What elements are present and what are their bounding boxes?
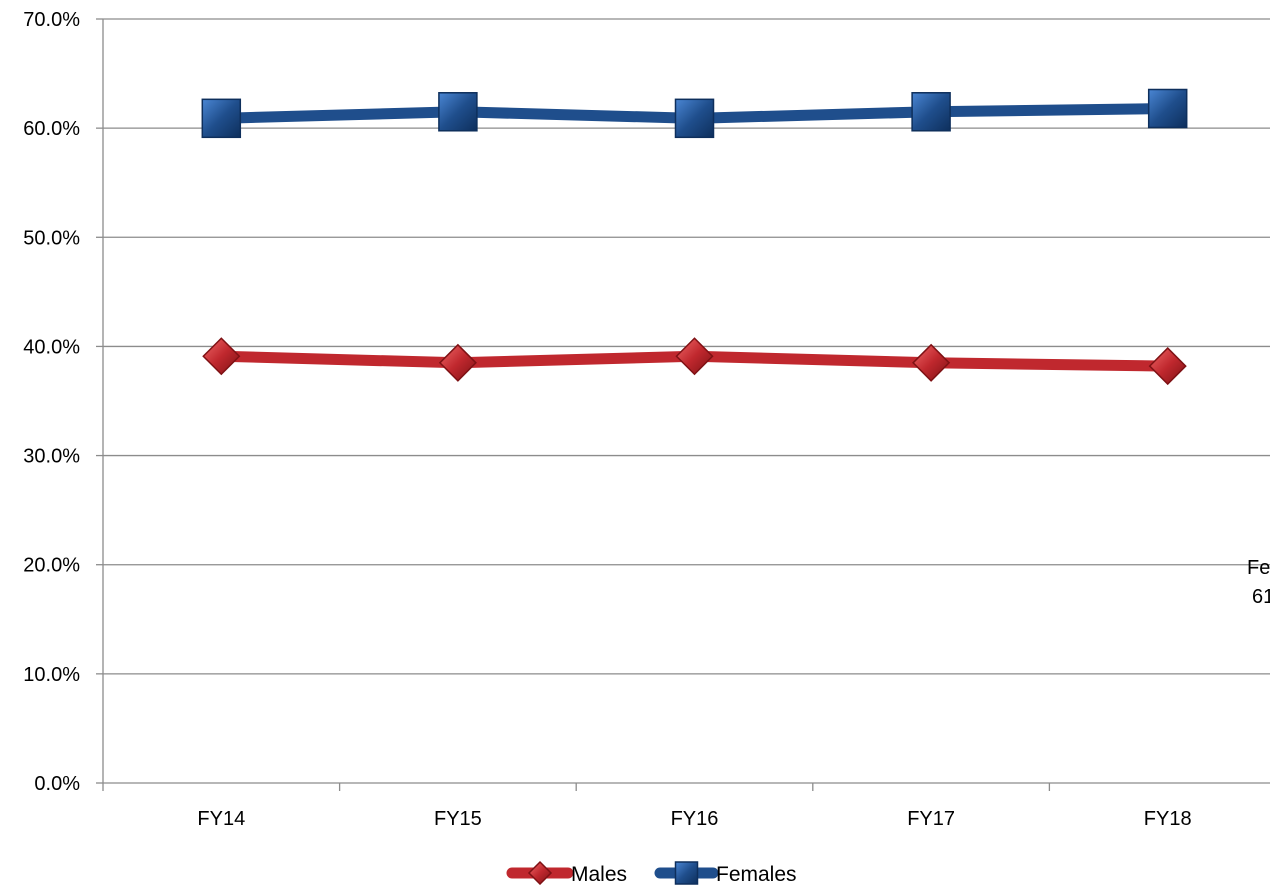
data-point-square [674, 861, 699, 885]
data-label-annotation: Fe 61 [1247, 557, 1270, 608]
y-axis-tick-labels: 0.0% 10.0% 20.0% 30.0% 40.0% 50.0% 60.0% 70.0% [23, 9, 80, 795]
y-tick-label: 70.0% [23, 9, 80, 31]
data-point-diamond [675, 337, 714, 376]
y-tick-label: 10.0% [23, 664, 80, 686]
x-tick-label: FY14 [197, 808, 245, 830]
legend-label: Males [571, 863, 627, 885]
y-tick-label: 30.0% [23, 446, 80, 468]
data-point-square [438, 92, 478, 132]
annotation-line-2: 61 [1252, 586, 1270, 608]
legend-label: Females [716, 863, 797, 885]
x-tick-label: FY15 [434, 808, 482, 830]
y-tick-label: 60.0% [23, 118, 80, 140]
x-tick-label: FY17 [907, 808, 955, 830]
data-point-square [911, 92, 951, 132]
annotation-line-1: Fe [1247, 557, 1270, 579]
y-tick-label: 40.0% [23, 336, 80, 358]
data-point-square [674, 98, 715, 139]
data-point-diamond [438, 343, 477, 382]
data-point-square [1147, 88, 1188, 129]
x-tick-label: FY18 [1144, 808, 1192, 830]
data-point-square [201, 98, 242, 139]
data-point-diamond [202, 337, 241, 376]
data-point-diamond [912, 343, 951, 382]
x-axis-tick-labels: FY14 FY15 FY16 FY17 FY18 [197, 808, 1191, 830]
x-tick-label: FY16 [671, 808, 719, 830]
legend-item-females: Females [654, 861, 797, 885]
data-point-diamond [1148, 347, 1187, 386]
legend-item-males: Males [506, 860, 627, 885]
y-tick-label: 20.0% [23, 555, 80, 577]
series-markers [201, 88, 1188, 386]
y-tick-label: 0.0% [34, 773, 80, 795]
data-point-diamond [527, 860, 553, 885]
y-tick-label: 50.0% [23, 227, 80, 249]
axes [96, 18, 1270, 791]
legend: Males Females [506, 860, 797, 885]
